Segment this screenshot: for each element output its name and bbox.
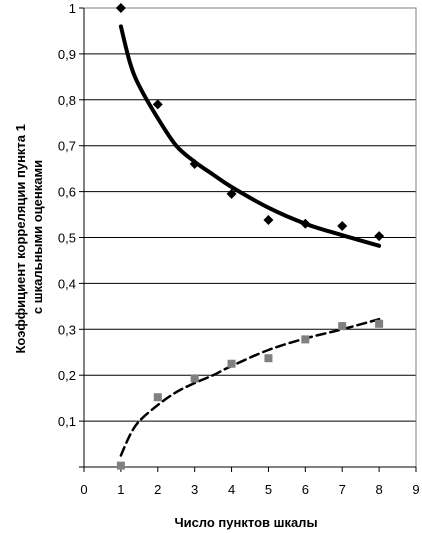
series-1-diamond-marker [374, 231, 385, 242]
y-tick-label: 0,7 [58, 139, 76, 154]
y-tick-label: 0,4 [58, 276, 76, 291]
series-2-square-marker [116, 461, 125, 470]
y-tick-label: 0,3 [58, 322, 76, 337]
series-2-square-marker [301, 335, 310, 344]
y-axis-title-line-2: с шкальными оценками [30, 160, 45, 314]
series-1-diamond-marker [337, 221, 348, 232]
axes-layer [79, 7, 417, 472]
series-2-square-marker [153, 393, 162, 402]
series-1-trendline [118, 24, 382, 248]
x-tick-label: 7 [339, 482, 346, 497]
x-axis-title: Число пунктов шкалы [174, 515, 317, 530]
series-1-diamond-marker [300, 218, 311, 229]
y-tick-label: 0,2 [58, 368, 76, 383]
series-1-diamond-marker [115, 3, 126, 13]
x-tick-label: 8 [375, 482, 382, 497]
series-1-diamond-marker [263, 215, 274, 226]
series-2-square-marker [338, 322, 347, 331]
series-2-square-marker [190, 374, 199, 383]
series-2-trendline [119, 317, 381, 457]
y-tick-label: 0,1 [58, 414, 76, 429]
y-tick-label: 0,8 [58, 93, 76, 108]
y-tick-label: 0,9 [58, 47, 76, 62]
y-tick-label: 0,6 [58, 185, 76, 200]
marker-layer [115, 3, 385, 470]
series-1-diamond-marker [226, 188, 237, 199]
x-tick-label: 0 [80, 482, 87, 497]
y-tick-label: 1 [69, 1, 76, 16]
label-layer: 0,1 0,2 0,3 0,4 0,5 0,6 0,7 0,8 0,9 1 0 1 2 3 4 5 6 7 8 9 [58, 1, 420, 497]
x-tick-label: 2 [154, 482, 161, 497]
x-tick-label: 9 [412, 482, 419, 497]
series-1-diamond-marker [189, 159, 200, 170]
series-2-square-marker [264, 354, 273, 363]
series-1-diamond-marker [152, 99, 163, 110]
x-tick-label: 1 [117, 482, 124, 497]
x-tick-label: 3 [191, 482, 198, 497]
trend-layer [118, 24, 382, 457]
y-tick-label: 0,5 [58, 231, 76, 246]
x-tick-label: 6 [302, 482, 309, 497]
x-tick-label: 5 [265, 482, 272, 497]
series-2-square-marker [375, 319, 384, 328]
x-tick-label: 4 [228, 482, 235, 497]
y-axis-title: Коэффициент корреляции пункта 1 с шкальн… [13, 121, 45, 354]
y-axis-title-line-1: Коэффициент корреляции пункта 1 [13, 124, 28, 353]
series-2-square-marker [227, 359, 236, 368]
